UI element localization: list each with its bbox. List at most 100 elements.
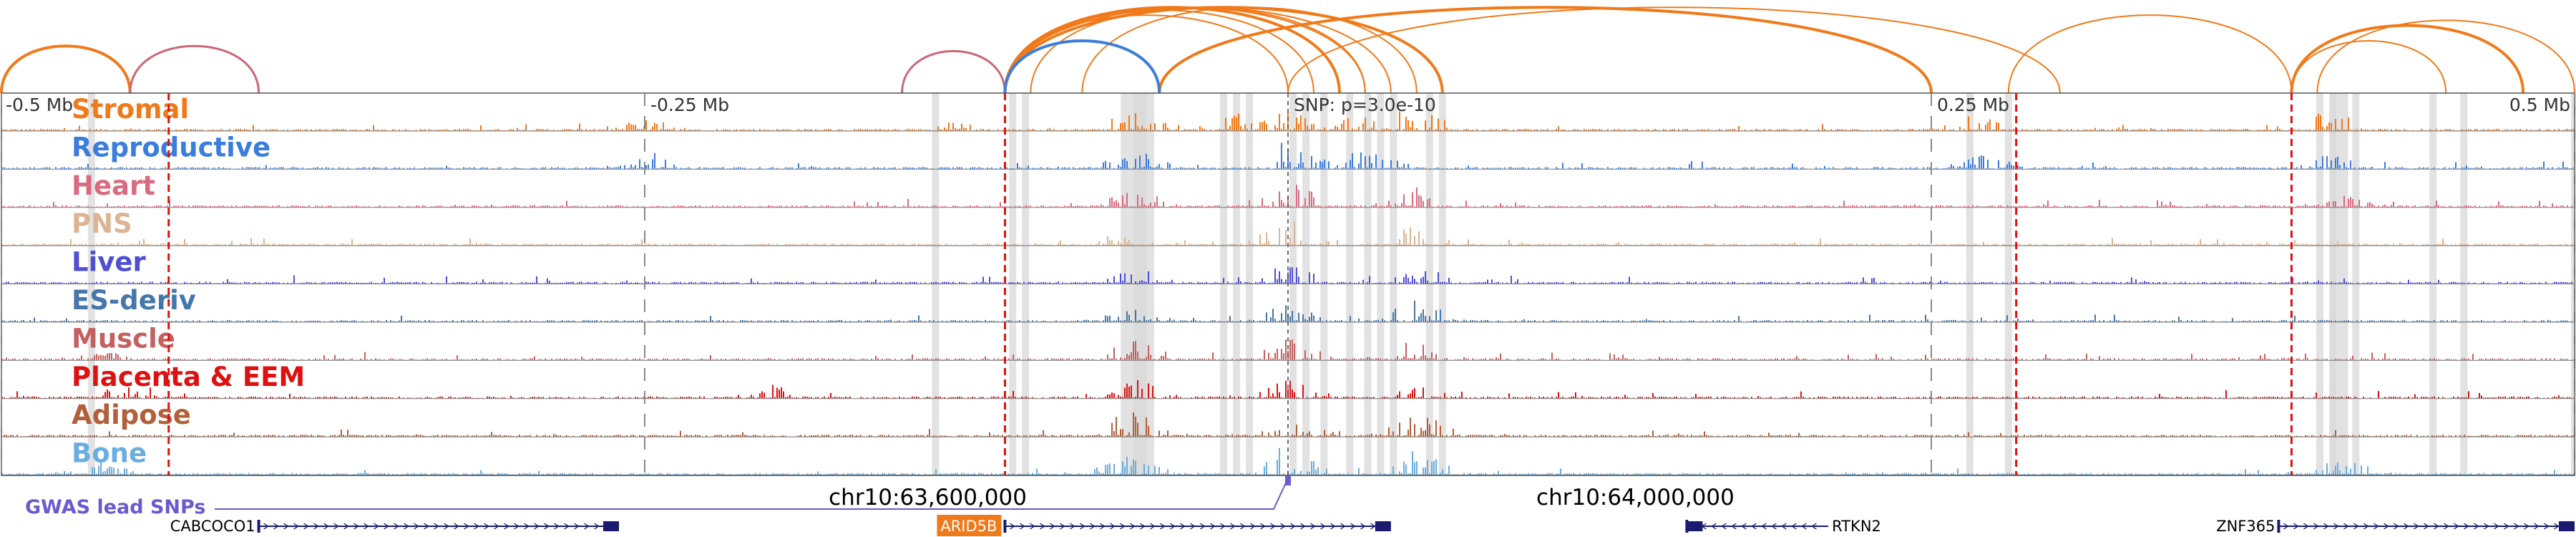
strand-arrow bbox=[524, 523, 530, 530]
gene-label: CABCOCO1 bbox=[170, 518, 255, 535]
strand-arrow bbox=[333, 523, 339, 530]
gene-exon bbox=[603, 521, 620, 531]
strand-arrow bbox=[1270, 523, 1276, 530]
strand-arrow bbox=[263, 523, 269, 530]
strand-arrow bbox=[273, 523, 279, 530]
strand-arrow bbox=[1801, 523, 1807, 530]
interaction-arc bbox=[1003, 6, 1444, 94]
strand-arrow bbox=[2504, 523, 2509, 530]
gwas-snp-marker bbox=[1285, 475, 1291, 485]
gene-exon bbox=[1003, 520, 1007, 533]
gene-label: ZNF365 bbox=[2216, 518, 2275, 535]
strand-arrow bbox=[1340, 523, 1346, 530]
strand-arrow bbox=[2484, 523, 2489, 530]
strand-arrow bbox=[2404, 523, 2409, 530]
tick-label: 0.25 Mb bbox=[1937, 95, 2009, 115]
interaction-arc bbox=[0, 44, 132, 94]
strand-arrow bbox=[1350, 523, 1356, 530]
tick-label: -0.25 Mb bbox=[650, 95, 729, 115]
strand-arrow bbox=[1370, 523, 1376, 530]
strand-arrow bbox=[1110, 523, 1116, 530]
strand-arrow bbox=[1090, 523, 1096, 530]
strand-arrow bbox=[1170, 523, 1176, 530]
gene-label: RTKN2 bbox=[1832, 518, 1881, 535]
strand-arrow bbox=[454, 523, 459, 530]
strand-arrow bbox=[1190, 523, 1196, 530]
track-label: PNS bbox=[72, 208, 132, 239]
strand-arrow bbox=[514, 523, 519, 530]
strand-arrow bbox=[414, 523, 419, 530]
strand-arrow bbox=[1751, 523, 1757, 530]
strand-arrow bbox=[434, 523, 439, 530]
strand-arrow bbox=[1220, 523, 1226, 530]
strand-arrow bbox=[474, 523, 479, 530]
strand-arrow bbox=[2534, 523, 2540, 530]
strand-arrow bbox=[1060, 523, 1065, 530]
gene-exon bbox=[1685, 520, 1689, 533]
strand-arrow bbox=[313, 523, 319, 530]
interaction-arc bbox=[1004, 14, 1289, 94]
strand-arrow bbox=[2554, 523, 2560, 530]
track-label: Muscle bbox=[72, 323, 175, 354]
strand-arrow bbox=[2544, 523, 2550, 530]
interaction-arc bbox=[901, 49, 1006, 94]
strand-arrow bbox=[2293, 523, 2299, 530]
strand-arrow bbox=[2464, 523, 2469, 530]
strand-arrow bbox=[283, 523, 289, 530]
strand-arrow bbox=[1250, 523, 1256, 530]
strand-arrow bbox=[564, 523, 570, 530]
strand-arrow bbox=[1050, 523, 1055, 530]
track-label: Adipose bbox=[72, 400, 191, 430]
strand-arrow bbox=[1791, 523, 1797, 530]
signal-track bbox=[1, 184, 2575, 208]
strand-arrow bbox=[494, 523, 499, 530]
signal-track bbox=[1, 379, 2575, 399]
strand-arrow bbox=[2283, 523, 2289, 530]
strand-arrow bbox=[1761, 523, 1767, 530]
strand-arrow bbox=[1200, 523, 1206, 530]
strand-arrow bbox=[2333, 523, 2339, 530]
strand-arrow bbox=[2313, 523, 2319, 530]
strand-arrow bbox=[1300, 523, 1306, 530]
strand-arrow bbox=[1010, 523, 1015, 530]
track-label: Liver bbox=[72, 247, 146, 278]
strand-arrow bbox=[303, 523, 309, 530]
strand-arrow bbox=[1721, 523, 1727, 530]
strand-arrow bbox=[2434, 523, 2439, 530]
interaction-arc bbox=[2316, 19, 2575, 94]
strand-arrow bbox=[2384, 523, 2389, 530]
strand-arrow bbox=[2424, 523, 2429, 530]
strand-arrow bbox=[2494, 523, 2499, 530]
strand-arrow bbox=[1330, 523, 1336, 530]
interaction-arc bbox=[1003, 39, 1161, 94]
strand-arrow bbox=[1320, 523, 1326, 530]
strand-arrow bbox=[444, 523, 449, 530]
strand-arrow bbox=[1150, 523, 1156, 530]
strand-arrow bbox=[584, 523, 590, 530]
gene-exon bbox=[1375, 521, 1391, 531]
strand-arrow bbox=[424, 523, 429, 530]
gene-exon bbox=[2559, 521, 2575, 531]
strand-arrow bbox=[1280, 523, 1286, 530]
strand-arrow bbox=[1290, 523, 1296, 530]
strand-arrow bbox=[1030, 523, 1035, 530]
interaction-arc bbox=[1004, 6, 1366, 94]
strand-arrow bbox=[1781, 523, 1787, 530]
strand-arrow bbox=[404, 523, 409, 530]
strand-arrow bbox=[394, 523, 399, 530]
strand-arrow bbox=[2373, 523, 2379, 530]
strand-arrow bbox=[2414, 523, 2419, 530]
track-label: Bone bbox=[72, 438, 147, 469]
strand-arrow bbox=[2343, 523, 2349, 530]
interaction-arc bbox=[1081, 6, 1418, 94]
strand-arrow bbox=[1120, 523, 1126, 530]
strand-arrow bbox=[1310, 523, 1316, 530]
interaction-arc bbox=[1287, 6, 2061, 94]
strand-arrow bbox=[1240, 523, 1246, 530]
interaction-arc bbox=[2007, 14, 2293, 94]
gwas-label: GWAS lead SNPs bbox=[25, 496, 205, 518]
strand-arrow bbox=[353, 523, 359, 530]
strand-arrow bbox=[1230, 523, 1236, 530]
strand-arrow bbox=[1160, 523, 1166, 530]
